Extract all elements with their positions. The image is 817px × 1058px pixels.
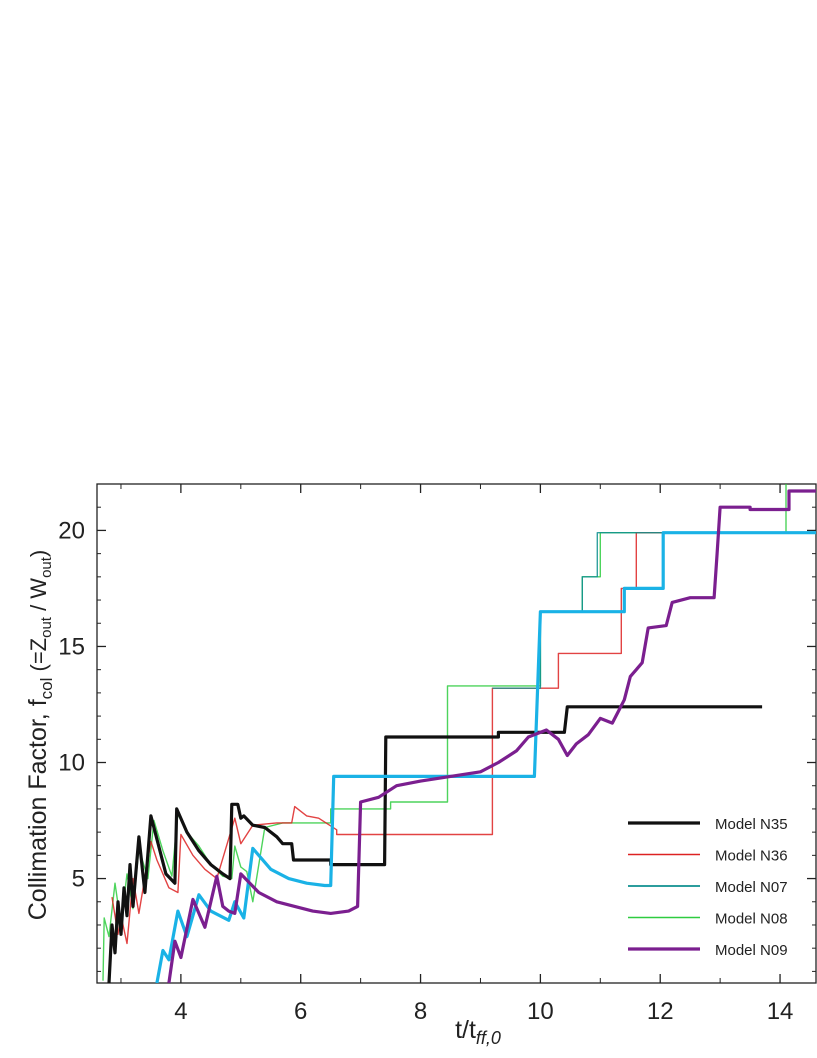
series-line-model-n09b — [155, 531, 816, 983]
y-tick-label: 20 — [58, 517, 85, 544]
legend-label: Model N35 — [715, 816, 788, 833]
legend-label: Model N07 — [715, 879, 788, 896]
x-tick-label: 14 — [767, 998, 794, 1025]
y-tick-label: 10 — [58, 750, 85, 777]
x-tick-label: 6 — [294, 998, 307, 1025]
legend-label: Model N09 — [715, 942, 788, 959]
x-axis-label: t/tff,0 — [455, 1016, 501, 1048]
legend-label: Model N08 — [715, 911, 788, 928]
series-line-model-n07 — [492, 532, 804, 689]
x-tick-label: 8 — [414, 998, 427, 1025]
x-tick-label: 4 — [174, 998, 187, 1025]
plot-frame — [96, 483, 817, 984]
series-line-model-n35 — [107, 705, 763, 983]
legend: Model N35 Model N36 Model N07 Model N08 Mode… — [628, 816, 788, 959]
y-axis-label: Collimation Factor, fcol (=Zout / Wout) — [24, 550, 56, 921]
axis-ticks: 4 6 8 10 12 14 5 10 15 20 — [58, 483, 816, 1025]
legend-label: Model N36 — [715, 848, 788, 865]
series-lines — [102, 484, 816, 983]
y-tick-label: 15 — [58, 633, 85, 660]
x-tick-label: 12 — [647, 998, 674, 1025]
y-tick-label: 5 — [72, 866, 85, 893]
x-tick-label: 10 — [527, 998, 554, 1025]
series-line-model-n09 — [167, 489, 816, 983]
